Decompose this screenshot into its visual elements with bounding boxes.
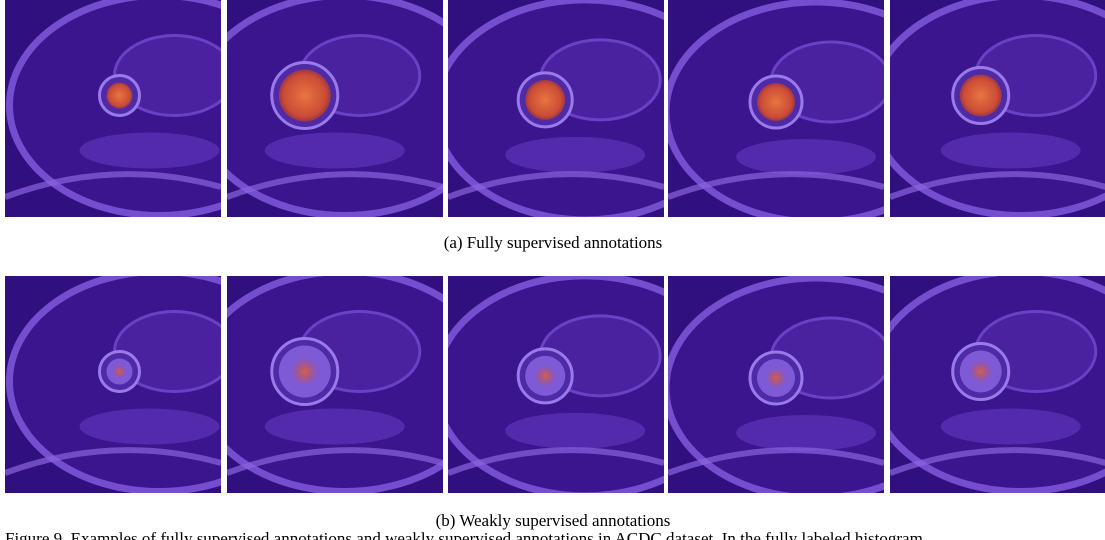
subfigure-label: (a) Fully supervised annotations xyxy=(444,233,663,252)
mri-image xyxy=(871,271,1105,493)
tissue xyxy=(941,132,1081,168)
annotation-mask xyxy=(757,83,795,121)
annotation-mask xyxy=(960,74,1002,116)
annotation-mask xyxy=(106,82,132,108)
annotation-mask xyxy=(112,364,126,378)
tissue xyxy=(736,415,876,451)
tissue xyxy=(736,139,876,175)
annotation-mask xyxy=(534,365,556,387)
annotation-mask xyxy=(766,368,787,389)
tissue xyxy=(79,132,219,168)
page: (a) Fully supervised annotations (b) Wea… xyxy=(0,0,1105,540)
figure: (a) Fully supervised annotations (b) Wea… xyxy=(0,0,1105,540)
annotation-mask xyxy=(290,357,319,386)
tissue xyxy=(265,132,405,168)
image-content xyxy=(871,271,1105,493)
image-content xyxy=(871,0,1105,217)
tissue xyxy=(505,137,645,173)
mri-image xyxy=(871,0,1105,217)
figure-caption: Figure 9. Examples of fully supervised a… xyxy=(5,529,923,540)
annotation-mask xyxy=(279,69,331,121)
tissue xyxy=(505,413,645,449)
annotation-mask xyxy=(969,360,992,383)
tissue xyxy=(79,408,219,444)
annotation-mask xyxy=(525,80,565,120)
tissue xyxy=(265,408,405,444)
subfigure-label: (b) Weakly supervised annotations xyxy=(436,511,671,530)
tissue xyxy=(941,408,1081,444)
